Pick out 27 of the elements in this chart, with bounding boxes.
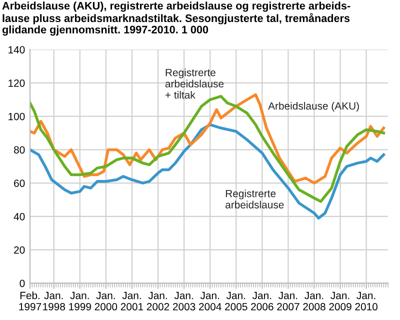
x-tick-label: Jan. 2005 bbox=[225, 292, 248, 310]
x-tick-label: Jan. 2002 bbox=[146, 292, 170, 310]
y-tick-label: 80 bbox=[14, 146, 25, 154]
x-tick-label: Jan. 1998 bbox=[43, 292, 65, 310]
y-tick-label: 0 bbox=[20, 280, 25, 288]
x-tick-label: Jan. 2006 bbox=[251, 292, 274, 310]
x-tick-label: Jan. 2004 bbox=[199, 292, 222, 310]
y-tick-label: 60 bbox=[14, 180, 25, 187]
x-tick-label: Jan. 2001 bbox=[120, 292, 144, 310]
y-tick-label: 40 bbox=[14, 212, 25, 220]
series-label: Arbeidslause (AKU) bbox=[268, 102, 359, 112]
x-tick-label: Feb. 1997 bbox=[19, 292, 42, 310]
series-label: Registrerte arbeidslause + tiltak bbox=[165, 68, 224, 99]
x-tick-label: Jan. 1999 bbox=[69, 292, 91, 310]
line-series bbox=[30, 123, 386, 220]
x-tick-label: Jan. 2009 bbox=[329, 292, 352, 310]
y-tick-label: 120 bbox=[8, 79, 25, 87]
chart-title: Arbeidslause (AKU), registrerte arbeidslause og registrerte arbeids- lause pluss arbeidsmarknadstiltak. Sesongjusterte tal, tremånaders glidande gjennomsnitt. 1997-2010. 1 000 bbox=[2, 2, 350, 36]
x-tick-label: Jan. 2003 bbox=[172, 292, 196, 310]
x-tick-label: Jan. 2007 bbox=[277, 292, 300, 310]
x-tick-label: Jan. 2000 bbox=[94, 292, 118, 310]
y-tick-label: 100 bbox=[8, 112, 25, 120]
x-tick-label: Jan. 2010 bbox=[355, 292, 378, 310]
y-tick-label: 20 bbox=[14, 246, 25, 254]
x-tick-label: Jan. 2008 bbox=[303, 292, 326, 310]
y-tick-label: 140 bbox=[8, 46, 25, 54]
series-label: Registrerte arbeidslause bbox=[226, 190, 284, 208]
